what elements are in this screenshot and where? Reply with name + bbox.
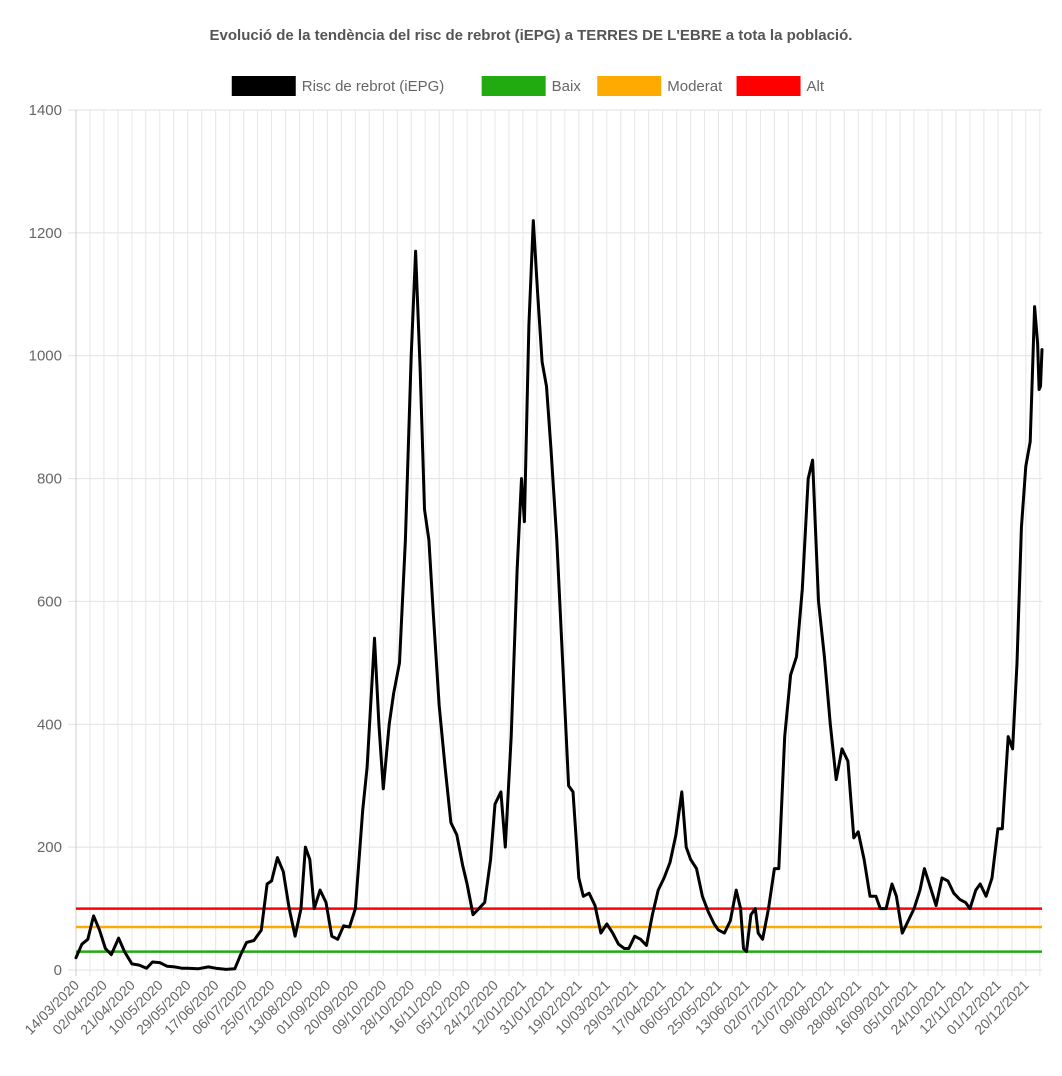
- y-tick-label: 800: [37, 471, 62, 488]
- legend-swatch: [597, 76, 662, 96]
- chart-title: Evolució de la tendència del risc de reb…: [210, 27, 853, 44]
- y-tick-label: 1000: [29, 348, 62, 365]
- legend-label: Moderat: [667, 78, 723, 95]
- x-axis: 14/03/202002/04/202021/04/202010/05/2020…: [21, 977, 1032, 1038]
- series-line-iepg: [74, 219, 1044, 971]
- grid: [68, 109, 1042, 976]
- y-tick-label: 1200: [29, 225, 62, 242]
- y-tick-label: 400: [37, 716, 62, 733]
- legend-swatch: [481, 76, 546, 96]
- y-tick-label: 1400: [29, 102, 62, 119]
- legend-swatch: [231, 76, 296, 96]
- legend-swatch: [736, 76, 801, 96]
- legend-label: Risc de rebrot (iEPG): [302, 78, 445, 95]
- y-tick-label: 200: [37, 839, 62, 856]
- legend-label: Baix: [552, 78, 582, 95]
- y-tick-label: 600: [37, 593, 62, 610]
- y-axis: 0 200 400 600 800 1000 1200 1400: [29, 102, 62, 979]
- y-tick-label: 0: [54, 962, 62, 979]
- legend: Risc de rebrot (iEPG) Baix Moderat Alt: [231, 76, 825, 96]
- series-lines: [74, 219, 1044, 971]
- legend-label: Alt: [807, 78, 825, 95]
- reference-lines: [76, 907, 1042, 953]
